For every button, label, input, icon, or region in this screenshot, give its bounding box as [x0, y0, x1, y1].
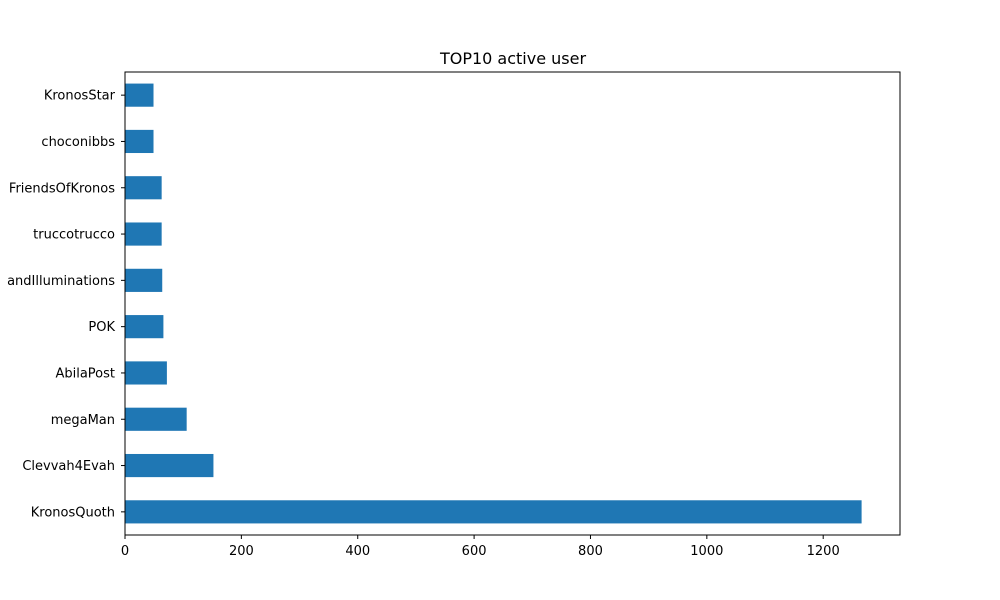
y-tick-label: megaMan — [51, 413, 115, 428]
y-tick-label: AbilaPost — [55, 366, 115, 381]
y-tick-label: POK — [88, 320, 115, 335]
x-tick-label: 400 — [345, 544, 370, 559]
x-tick-label: 800 — [578, 544, 603, 559]
plot-area: KronosQuoth Clevvah4Evah megaMan AbilaPost P… — [7, 71, 901, 559]
x-tick-label: 1200 — [807, 544, 840, 559]
y-tick-label: Clevvah4Evah — [22, 459, 115, 474]
bar-KronosStar — [125, 83, 154, 107]
y-tick-label: KronosStar — [44, 89, 116, 104]
bar-AbilaPost — [125, 361, 167, 385]
x-tick-label: 200 — [229, 544, 254, 559]
bar-KronosQuoth — [125, 500, 862, 524]
bar-truccotrucco — [125, 222, 162, 246]
chart-title: TOP10 active user — [439, 49, 587, 68]
y-tick-label: choconibbs — [41, 135, 115, 150]
bar-megaMan — [125, 407, 187, 431]
y-tick-label: FriendsOfKronos — [9, 181, 115, 196]
bar-FriendsOfKronos — [125, 176, 162, 200]
bar-choconibbs — [125, 129, 154, 154]
x-tick-label: 1000 — [690, 544, 723, 559]
x-tick-label: 0 — [121, 544, 129, 559]
y-tick-label: truccotrucco — [33, 228, 115, 243]
x-tick-label: 600 — [462, 544, 487, 559]
bar-Clevvah4Evah — [125, 453, 214, 478]
y-tick-label: KronosQuoth — [31, 505, 115, 520]
bar-andIlluminations — [125, 268, 163, 292]
axes-frame — [124, 71, 901, 536]
y-tick-label: andIlluminations — [7, 274, 115, 289]
bar-POK — [125, 315, 164, 339]
